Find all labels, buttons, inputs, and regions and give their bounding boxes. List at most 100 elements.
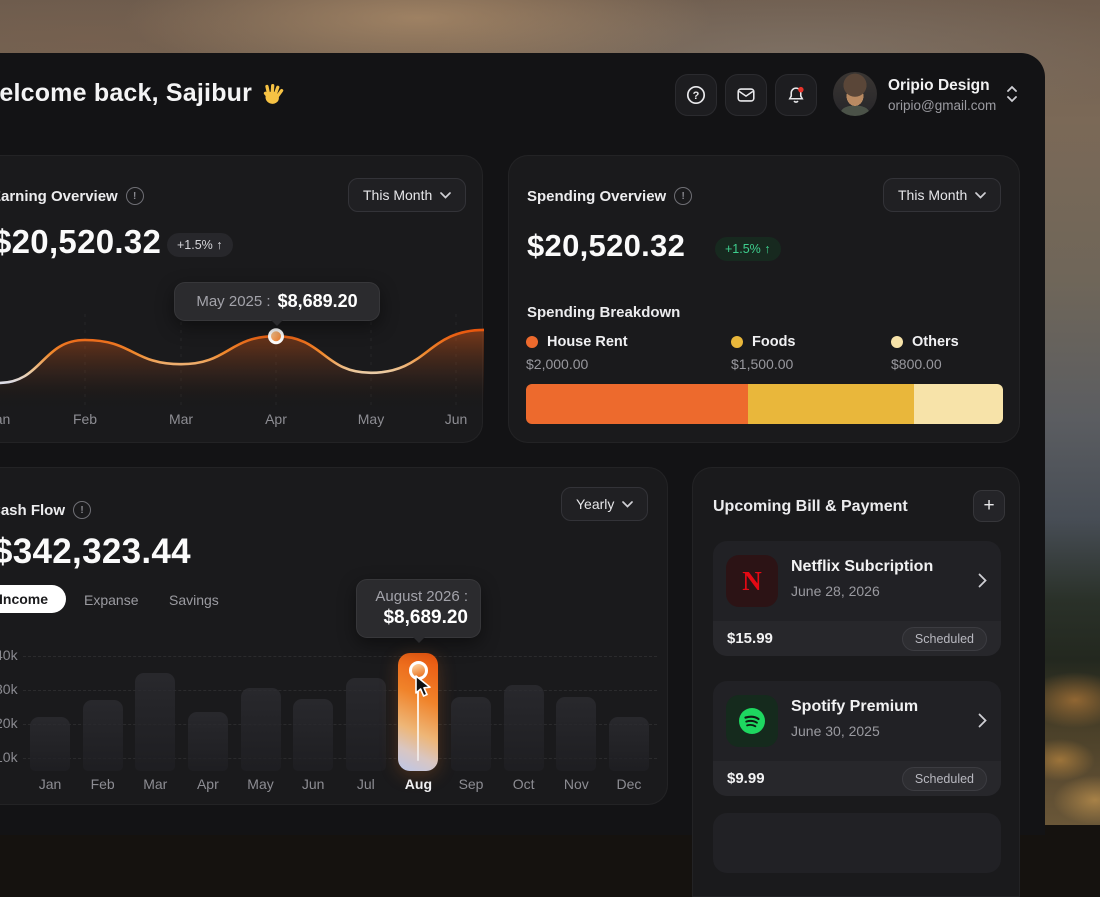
bills-title: Upcoming Bill & Payment [713,498,908,515]
info-icon[interactable]: ! [73,501,92,519]
earning-amount: $20,520.32 [0,223,162,260]
spending-stacked-bar[interactable] [526,384,1003,424]
cashflow-month-label: May [247,776,274,792]
cashflow-bar-mar[interactable] [135,673,176,771]
earning-chart-tooltip: May 2025 : $8,689.20 [174,282,380,326]
bell-icon [785,84,807,106]
cashflow-tooltip-value: $8,689.20 [383,607,468,628]
cashflow-ylabel: 40k [0,647,20,663]
chevron-right-icon[interactable] [978,713,987,728]
account-info[interactable]: Oripio Design oripio@gmail.com [888,77,996,113]
stacked-segment-foods[interactable] [747,384,915,424]
spending-breakdown-title: Spending Breakdown [527,304,681,321]
cashflow-marker-line [417,684,420,761]
cashflow-bar-apr[interactable] [187,712,228,771]
chevron-right-icon[interactable] [978,573,987,588]
cashflow-ylabel: 10k [0,749,20,765]
legend-value: $1,500.00 [731,356,794,372]
stacked-segment-house-rent[interactable] [526,384,748,424]
cashflow-month-label: Jan [38,776,62,792]
legend-house-rent: House Rent $2,000.00 [526,334,628,372]
bill-item-partial[interactable] [713,813,1001,873]
svg-text:?: ? [693,90,700,102]
add-bill-button[interactable]: + [973,490,1005,522]
netflix-icon: N [726,555,778,607]
bill-amount: $15.99 [727,630,773,647]
legend-value: $800.00 [891,356,942,372]
bill-item-netflix[interactable]: N Netflix Subcription June 28, 2026 $15.… [713,541,1001,656]
cashflow-bar-feb[interactable] [82,700,123,771]
avatar[interactable] [833,72,877,116]
cashflow-bar-jan[interactable] [30,717,70,771]
cashflow-month-label: Dec [616,776,642,792]
cashflow-bar-may[interactable] [240,688,281,771]
cashflow-gridline [23,656,657,657]
legend-label: Foods [752,334,796,350]
help-button[interactable]: ? [675,74,717,116]
dashboard-panel: Welcome back, Sajibur ? [0,53,1045,897]
earning-period-value: This Month [363,187,433,203]
spending-title: Spending Overview ! [527,187,693,205]
earning-area-chart[interactable] [0,306,484,411]
tab-expanse[interactable]: Expanse [84,592,139,608]
cashflow-month-label: Mar [143,776,168,792]
cashflow-gridline [23,690,657,691]
bill-item-spotify[interactable]: Spotify Premium June 30, 2025 $9.99 Sche… [713,681,1001,796]
spending-period-dropdown[interactable]: This Month [883,178,1002,212]
earning-overview-card: Earning Overview ! This Month $20,520.32… [0,155,484,443]
cashflow-bar-jun[interactable] [293,698,334,771]
cashflow-amount: $342,323.44 [0,532,191,571]
cashflow-month-label: Aug [404,776,433,792]
chevron-down-icon [975,191,987,199]
cashflow-title: Cash Flow ! [0,501,92,519]
stacked-segment-others[interactable] [914,384,1003,424]
cashflow-bar-jul[interactable] [345,678,386,771]
tab-savings[interactable]: Savings [169,592,219,608]
bill-status-badge: Scheduled [901,766,987,791]
earning-period-dropdown[interactable]: This Month [348,178,467,212]
account-expander[interactable] [1006,84,1018,104]
cashflow-tooltip: August 2026 : $8,689.20 [356,579,481,643]
earning-line [0,328,484,385]
bill-footer: $9.99 Scheduled [713,761,1001,796]
tab-income[interactable]: Income [0,585,67,613]
legend-label: House Rent [547,334,628,350]
bill-status-badge: Scheduled [901,626,987,651]
earning-tooltip-label: May 2025 : [196,293,271,310]
bill-top: N Netflix Subcription June 28, 2026 [713,541,1001,621]
legend-value: $2,000.00 [526,356,589,372]
cashflow-title-text: Cash Flow [0,501,66,519]
info-icon[interactable]: ! [674,187,693,205]
cashflow-bar-nov[interactable] [556,696,597,771]
upcoming-bills-card: Upcoming Bill & Payment + N Netflix Subc… [692,467,1020,897]
bill-name: Netflix Subcription [791,558,934,575]
cashflow-month-label: Feb [90,776,115,792]
bill-amount: $9.99 [727,770,765,787]
bill-top: Spotify Premium June 30, 2025 [713,681,1001,761]
legend-dot-house-rent [526,336,538,348]
cashflow-bar-dec[interactable] [608,717,649,771]
notifications-button[interactable] [775,74,817,116]
earning-area-fill [0,329,484,411]
spending-change-badge: +1.5% ↑ [715,237,781,261]
cashflow-period-value: Yearly [576,496,615,512]
welcome-text: Welcome back, Sajibur [0,79,253,107]
info-icon[interactable]: ! [125,187,144,205]
help-icon: ? [685,84,707,106]
earning-month-label: Jun [444,411,468,427]
cashflow-gridline [23,724,657,725]
waving-hand-icon [258,78,289,109]
cashflow-ylabel: 30k [0,681,20,697]
bill-date: June 28, 2026 [791,583,880,599]
cashflow-bar-sep[interactable] [451,696,492,771]
cashflow-month-label: Jun [301,776,325,792]
legend-label: Others [912,334,959,350]
cashflow-gridline [23,758,657,759]
mail-button[interactable] [725,74,767,116]
bill-footer: $15.99 Scheduled [713,621,1001,656]
cashflow-bar-aug[interactable] [398,652,439,771]
cashflow-period-dropdown[interactable]: Yearly [561,487,649,521]
chevron-down-icon [622,500,634,508]
spending-overview-card: Spending Overview ! This Month $20,520.3… [508,155,1020,443]
cashflow-bar-oct[interactable] [503,684,544,771]
